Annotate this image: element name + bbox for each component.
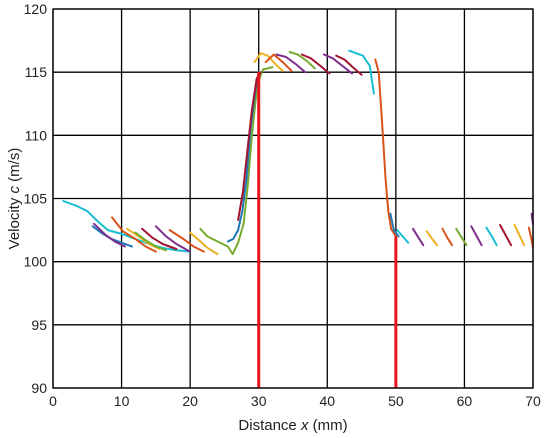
plot-frame — [52, 8, 534, 389]
series-line-6 — [134, 231, 168, 252]
x-tick-label: 10 — [114, 393, 130, 409]
y-axis-label-text: Velocity — [6, 193, 23, 249]
series-line-30 — [485, 226, 498, 247]
y-axis-label-variable: c — [6, 185, 23, 193]
series-line-18 — [300, 53, 331, 75]
x-tick-label: 60 — [457, 393, 473, 409]
series-line-7 — [141, 227, 178, 250]
series-line-10 — [189, 231, 219, 256]
x-tick-labels: 0 10 20 30 40 50 60 70 — [49, 393, 541, 409]
series-line-23 — [389, 212, 400, 238]
x-axis-label-variable: x — [300, 417, 309, 434]
x-tick-label: 30 — [251, 393, 267, 409]
series-line-20 — [335, 54, 363, 76]
y-tick-labels: 90 95 100 105 110 115 120 — [24, 1, 48, 396]
x-tick-label: 50 — [388, 393, 404, 409]
x-axis-label: Distance x (mm) — [238, 417, 347, 434]
y-tick-label: 115 — [25, 64, 48, 80]
series-line-8 — [154, 225, 192, 253]
y-tick-label: 90 — [31, 380, 47, 396]
x-tick-label: 0 — [49, 393, 57, 409]
series-line-31 — [499, 224, 513, 247]
y-tick-label: 100 — [24, 254, 48, 270]
series-line-17 — [288, 51, 316, 70]
series-line-1 — [62, 200, 192, 253]
grid-lines — [52, 8, 534, 389]
vertical-markers — [257, 72, 398, 388]
y-axis-label-unit: (m/s) — [6, 148, 23, 186]
series-line-15 — [264, 53, 293, 72]
series-line-14 — [253, 52, 284, 72]
x-tick-label: 20 — [182, 393, 198, 409]
series-line-24 — [396, 229, 410, 244]
series-line-3 — [93, 222, 126, 248]
series-line-21 — [348, 49, 375, 95]
y-tick-label: 110 — [25, 127, 48, 143]
data-series-group — [62, 49, 534, 256]
y-tick-label: 105 — [24, 191, 48, 207]
series-line-4 — [111, 216, 157, 253]
series-line-29 — [470, 225, 483, 247]
y-tick-label: 95 — [31, 317, 47, 333]
x-tick-label: 70 — [525, 393, 541, 409]
series-line-22 — [374, 58, 397, 238]
series-line-9 — [168, 229, 205, 253]
y-axis-label: Velocity c (m/s) — [6, 148, 23, 250]
x-axis-label-text: Distance — [238, 417, 301, 434]
y-tick-label: 120 — [24, 1, 48, 17]
series-line-16 — [275, 53, 307, 74]
series-line-19 — [322, 53, 353, 75]
series-line-28 — [455, 227, 468, 247]
series-line-26 — [425, 230, 438, 247]
series-line-27 — [441, 227, 454, 247]
series-line-32 — [513, 224, 526, 247]
x-tick-label: 40 — [319, 393, 335, 409]
x-axis-label-unit: (mm) — [308, 417, 347, 434]
series-line-25 — [412, 227, 425, 247]
series-line-11 — [199, 66, 274, 256]
